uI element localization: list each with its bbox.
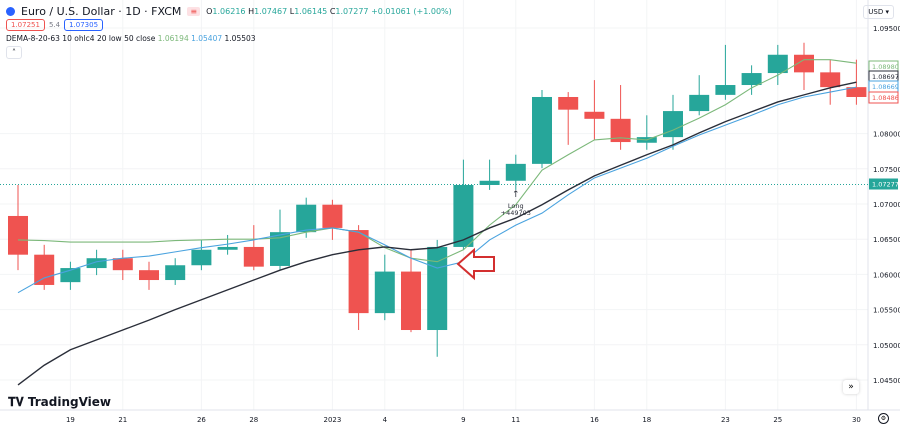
- candle-body: [348, 230, 369, 314]
- price-tick-label: 1.05500: [873, 307, 900, 315]
- candle-body: [374, 271, 395, 314]
- candle-body: [610, 118, 631, 143]
- indicator-value-1: 1.06194: [157, 34, 189, 43]
- candle-body: [165, 265, 186, 281]
- time-tick-label: 9: [461, 416, 465, 424]
- indicator-legend[interactable]: DEMA-8-20-63 10 ohlc4 20 low 50 close 1.…: [6, 34, 256, 43]
- tv-logo-icon: 𝐓𝐕: [8, 395, 28, 409]
- candle-body: [689, 94, 710, 112]
- sell-button[interactable]: 1.07251: [6, 19, 45, 31]
- candle-body: [34, 254, 55, 285]
- indicator-value-3: 1.05503: [224, 34, 256, 43]
- time-tick-label: 4: [383, 416, 388, 424]
- price-tick-label: 1.05000: [873, 342, 900, 350]
- time-tick-label: 26: [197, 416, 206, 424]
- market-status-icon[interactable]: ≡: [187, 7, 201, 16]
- chevron-up-icon[interactable]: ˄: [6, 46, 22, 59]
- candle-body: [296, 204, 317, 233]
- time-tick-label: 18: [642, 416, 651, 424]
- candle-body: [715, 85, 736, 95]
- candle-body: [453, 184, 474, 247]
- time-tick-label: 11: [511, 416, 520, 424]
- ohlc-values: O1.06216 H1.07467 L1.06145 C1.07277 +0.0…: [206, 7, 452, 16]
- price-label-box: [868, 91, 899, 104]
- candle-body: [270, 232, 290, 266]
- candle-body: [741, 73, 762, 86]
- moving-average-line: [17, 59, 857, 263]
- candle-body: [401, 271, 421, 331]
- price-label: 1.08669: [872, 83, 899, 91]
- candle-body: [427, 246, 448, 331]
- buy-button[interactable]: 1.07305: [64, 19, 104, 31]
- candle-body: [846, 87, 867, 97]
- moving-average-line: [17, 81, 857, 386]
- current-price-label: 1.07277: [872, 180, 899, 188]
- tradingview-logo[interactable]: 𝐓𝐕 TradingView: [8, 395, 112, 409]
- candle-body: [558, 96, 579, 110]
- time-tick-label: 16: [590, 416, 599, 424]
- spread: 5.4: [48, 21, 61, 29]
- indicator-name: DEMA-8-20-63 10 ohlc4 20 low 50 close: [6, 34, 156, 43]
- price-tick-label: 1.06000: [873, 271, 900, 279]
- candle-body: [505, 163, 526, 181]
- current-price-badge: [869, 178, 898, 190]
- gear-icon[interactable]: ⚙: [878, 413, 889, 424]
- time-tick-label: 30: [852, 416, 861, 424]
- candle-body: [322, 204, 343, 228]
- arrow-left-icon: [456, 247, 495, 281]
- price-tick-label: 1.07000: [873, 201, 900, 209]
- time-tick-label: 19: [66, 416, 75, 424]
- time-tick-label: 23: [721, 416, 730, 424]
- symbol-title[interactable]: Euro / U.S. Dollar · 1D · FXCM: [21, 5, 182, 18]
- time-tick-label: 21: [118, 416, 127, 424]
- price-tick-label: 1.08000: [873, 131, 900, 139]
- price-tick-label: 1.06500: [873, 236, 900, 244]
- candle-body: [663, 111, 683, 138]
- candle-body: [86, 258, 107, 269]
- symbol-flag-icon: [6, 7, 15, 16]
- long-arrow-icon: ↑: [512, 190, 520, 200]
- candle-body: [139, 270, 159, 281]
- scroll-to-realtime-button[interactable]: »: [843, 380, 859, 394]
- price-label: 1.08697: [872, 73, 899, 81]
- candle-body: [112, 258, 133, 271]
- price-label: 1.08486: [872, 94, 899, 102]
- candle-body: [479, 180, 500, 185]
- price-label: 1.08980: [872, 63, 899, 71]
- candle-body: [243, 246, 264, 267]
- trade-label: Long: [508, 202, 524, 210]
- symbol-header: Euro / U.S. Dollar · 1D · FXCM ≡ O1.0621…: [6, 5, 452, 18]
- price-tick-label: 1.04500: [873, 377, 900, 385]
- candle-body: [767, 54, 788, 74]
- price-tick-label: 1.07500: [873, 166, 900, 174]
- indicator-value-2: 1.05407: [191, 34, 223, 43]
- candle-body: [8, 215, 28, 255]
- currency-button[interactable]: USD ▾: [863, 5, 894, 19]
- bid-ask-row: 1.07251 5.4 1.07305: [6, 19, 104, 31]
- candle-body: [191, 249, 212, 266]
- candle-body: [532, 96, 552, 164]
- candle-body: [584, 111, 605, 119]
- time-tick-label: 2023: [323, 416, 341, 424]
- trade-value: +449703: [501, 209, 531, 217]
- moving-average-line: [17, 86, 857, 294]
- time-tick-label: 25: [773, 416, 782, 424]
- candle-body: [820, 72, 841, 88]
- time-tick-label: 28: [249, 416, 258, 424]
- price-tick-label: 1.09500: [873, 25, 900, 33]
- candle-body: [217, 246, 238, 250]
